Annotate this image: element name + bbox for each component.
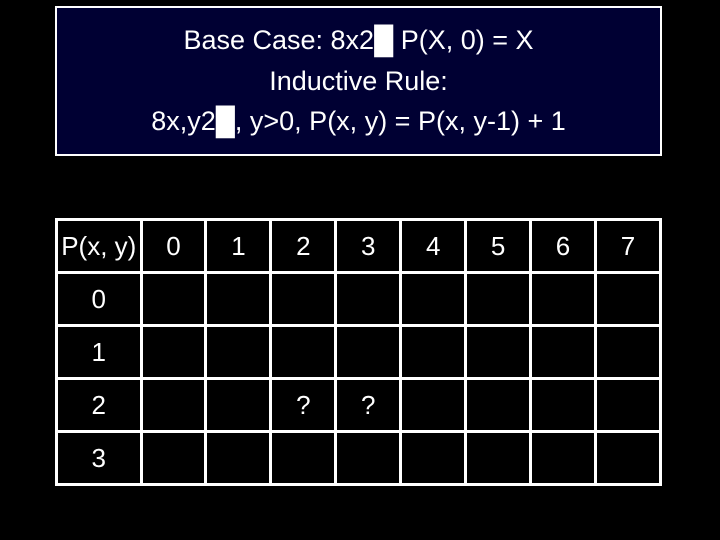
header-line-3: 8x,y2█, y>0, P(x, y) = P(x, y-1) + 1: [151, 101, 566, 142]
cell: [401, 379, 466, 432]
cell: ?: [271, 379, 336, 432]
cell: [531, 273, 596, 326]
col-header: 7: [596, 220, 661, 273]
cell: [466, 379, 531, 432]
col-header: 2: [271, 220, 336, 273]
header-line-1: Base Case: 8x2█ P(X, 0) = X: [183, 20, 533, 61]
cell: [466, 273, 531, 326]
cell: [336, 273, 401, 326]
cell: [206, 326, 271, 379]
cell: [401, 326, 466, 379]
row-header: 2: [57, 379, 142, 432]
cell: [141, 379, 206, 432]
cell: [141, 273, 206, 326]
col-header: 0: [141, 220, 206, 273]
cell: [596, 326, 661, 379]
cell: [141, 326, 206, 379]
cell: [206, 273, 271, 326]
row-header: 3: [57, 432, 142, 485]
table-row: 2 ? ?: [57, 379, 661, 432]
cell: [531, 379, 596, 432]
cell: [596, 432, 661, 485]
cell: ?: [336, 379, 401, 432]
header-line-2: Inductive Rule:: [269, 61, 448, 102]
cell: [466, 326, 531, 379]
cell: [596, 379, 661, 432]
col-header: P(x, y): [57, 220, 142, 273]
col-header: 6: [531, 220, 596, 273]
col-header: 4: [401, 220, 466, 273]
cell: [531, 432, 596, 485]
table-row: 0: [57, 273, 661, 326]
cell: [271, 273, 336, 326]
table-row: 3: [57, 432, 661, 485]
col-header: 1: [206, 220, 271, 273]
cell: [401, 432, 466, 485]
function-table: P(x, y) 0 1 2 3 4 5 6 7 0 1: [55, 218, 662, 486]
cell: [206, 432, 271, 485]
cell: [336, 326, 401, 379]
cell: [336, 432, 401, 485]
cell: [401, 273, 466, 326]
cell: [141, 432, 206, 485]
table-header-row: P(x, y) 0 1 2 3 4 5 6 7: [57, 220, 661, 273]
cell: [596, 273, 661, 326]
cell: [271, 432, 336, 485]
cell: [466, 432, 531, 485]
cell: [271, 326, 336, 379]
header-panel: Base Case: 8x2█ P(X, 0) = X Inductive Ru…: [55, 6, 662, 156]
row-header: 0: [57, 273, 142, 326]
cell: [531, 326, 596, 379]
table-row: 1: [57, 326, 661, 379]
people-silhouette-icon: [0, 0, 52, 160]
col-header: 3: [336, 220, 401, 273]
col-header: 5: [466, 220, 531, 273]
row-header: 1: [57, 326, 142, 379]
cell: [206, 379, 271, 432]
